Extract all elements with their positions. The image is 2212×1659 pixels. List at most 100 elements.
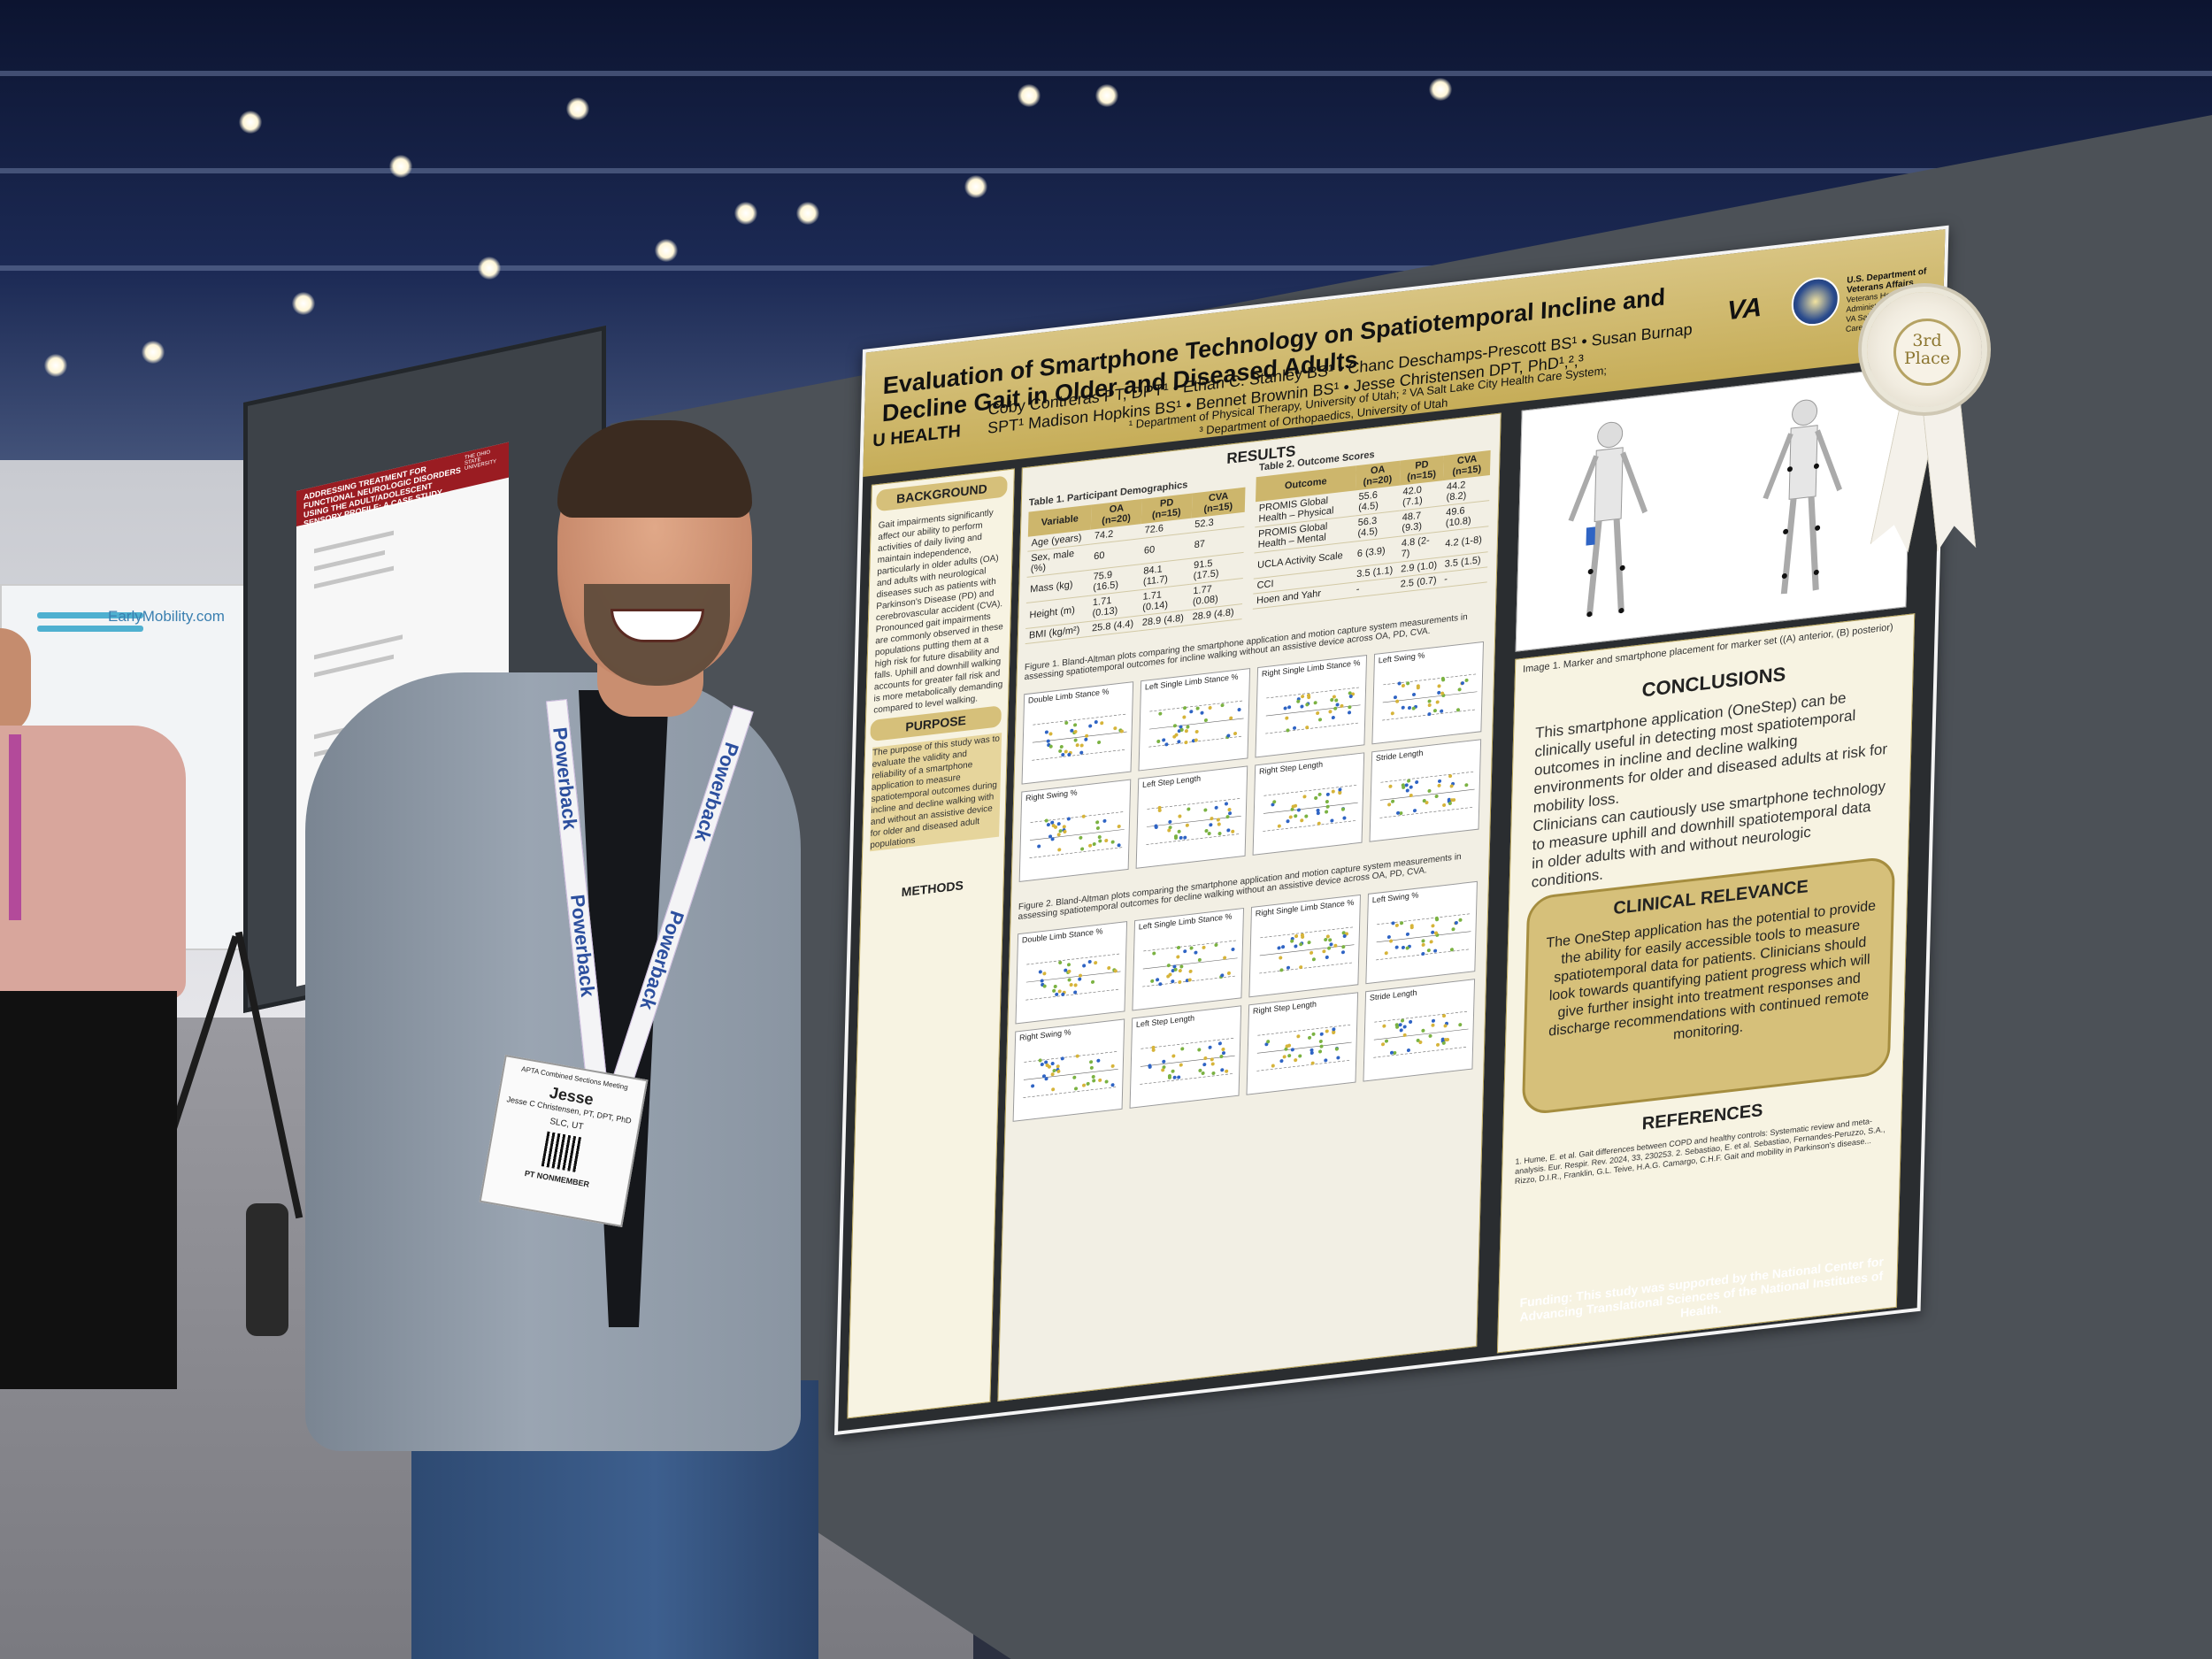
plot-point bbox=[1073, 729, 1078, 734]
plot-point bbox=[1395, 699, 1400, 703]
plot-point bbox=[1176, 945, 1181, 950]
plot-point bbox=[1187, 807, 1191, 811]
plot-point bbox=[1464, 783, 1469, 787]
plot-point bbox=[1409, 1019, 1413, 1024]
plot-point bbox=[1401, 705, 1405, 710]
bland-altman-plot: Left Swing % bbox=[1365, 880, 1478, 985]
plot-point bbox=[1183, 835, 1187, 840]
plot-point bbox=[1231, 947, 1235, 951]
plot-point bbox=[1157, 805, 1162, 810]
plot-point bbox=[1391, 799, 1395, 803]
plot-point bbox=[1442, 1014, 1447, 1018]
plot-point bbox=[1389, 1050, 1394, 1055]
plot-point bbox=[1161, 1068, 1165, 1072]
plot-point bbox=[1282, 1055, 1286, 1059]
plot-point bbox=[1097, 740, 1102, 745]
bland-altman-plot: Right Step Length bbox=[1252, 752, 1365, 856]
left-person-lanyard bbox=[9, 734, 21, 920]
plot-point bbox=[1279, 956, 1283, 960]
plot-point bbox=[1405, 932, 1409, 936]
plot-point bbox=[1073, 723, 1078, 727]
plot-point bbox=[1402, 1033, 1407, 1037]
plot-point bbox=[1075, 743, 1079, 748]
plot-point bbox=[1449, 948, 1454, 952]
plot-point bbox=[1449, 784, 1454, 788]
plot-point bbox=[1332, 1030, 1336, 1035]
plot-point bbox=[1044, 818, 1048, 823]
plot-point bbox=[1266, 1040, 1271, 1044]
plot-point bbox=[1156, 739, 1161, 743]
plot-point bbox=[1415, 780, 1419, 785]
plot-point bbox=[1330, 818, 1334, 823]
plot-point bbox=[1271, 1064, 1275, 1068]
plot-point bbox=[1332, 695, 1336, 699]
plot-point bbox=[1219, 1055, 1224, 1059]
plot-point bbox=[1172, 1075, 1177, 1079]
plot-point bbox=[1156, 978, 1160, 982]
plot-point bbox=[1186, 725, 1190, 729]
ceiling-light bbox=[964, 175, 987, 198]
plot-point bbox=[1301, 695, 1305, 699]
plot-point bbox=[1226, 828, 1231, 833]
plot-point bbox=[1094, 720, 1098, 725]
plot-point bbox=[1184, 741, 1188, 745]
plot-point bbox=[1073, 983, 1078, 987]
plot-point bbox=[1401, 683, 1405, 688]
plot-point bbox=[1325, 804, 1330, 809]
plot-point bbox=[1064, 749, 1068, 754]
plot-area bbox=[1029, 811, 1125, 858]
plot-point bbox=[1092, 1079, 1096, 1083]
plot-point bbox=[1096, 1058, 1101, 1063]
plot-point bbox=[1183, 949, 1187, 954]
purpose-text: The purpose of this study was to evaluat… bbox=[870, 733, 1002, 852]
plot-point bbox=[1325, 800, 1329, 804]
plot-point bbox=[1204, 828, 1209, 833]
plot-point bbox=[1095, 826, 1100, 830]
plot-point bbox=[1162, 1065, 1166, 1070]
water-bottle bbox=[246, 1203, 288, 1336]
plot-point bbox=[1194, 738, 1198, 742]
plot-point bbox=[1400, 1018, 1405, 1023]
plot-area bbox=[1146, 797, 1242, 845]
plot-point bbox=[1225, 815, 1230, 819]
plot-point bbox=[1066, 817, 1071, 821]
ceiling-light bbox=[655, 239, 678, 262]
bland-altman-plot: Right Single Limb Stance % bbox=[1255, 654, 1368, 758]
plot-point bbox=[1166, 974, 1171, 979]
ribbon-place: Place bbox=[1903, 349, 1951, 368]
plot-point bbox=[1104, 838, 1109, 843]
plot-point bbox=[1220, 973, 1225, 978]
plot-point bbox=[1210, 817, 1214, 821]
figure2-plots: Double Limb Stance % Left Single Limb Sta… bbox=[1012, 880, 1478, 1122]
plot-point bbox=[1290, 1048, 1294, 1052]
plot-point bbox=[1448, 801, 1452, 805]
plot-point bbox=[1044, 1060, 1048, 1064]
bland-altman-plot: Left Step Length bbox=[1129, 1005, 1242, 1109]
bland-altman-plot: Right Swing % bbox=[1012, 1018, 1125, 1122]
plot-point bbox=[1110, 840, 1115, 844]
plot-point bbox=[1233, 732, 1238, 736]
plot-point bbox=[1189, 946, 1194, 950]
plot-point bbox=[1437, 684, 1441, 688]
plot-point bbox=[1040, 1062, 1044, 1067]
plot-point bbox=[1056, 1069, 1061, 1073]
plot-point bbox=[1324, 1058, 1328, 1063]
ceiling-light bbox=[566, 97, 589, 120]
plot-point bbox=[1050, 820, 1055, 825]
bland-altman-plot: Left Step Length bbox=[1135, 765, 1248, 869]
plot-point bbox=[1305, 726, 1310, 730]
plot-point bbox=[1185, 823, 1189, 827]
plot-point bbox=[1296, 808, 1301, 812]
plot-point bbox=[1308, 1035, 1312, 1040]
plot-point bbox=[1299, 942, 1303, 947]
plot-point bbox=[1202, 945, 1206, 949]
plot-point bbox=[1038, 1058, 1042, 1063]
plot-point bbox=[1062, 825, 1066, 829]
plot-point bbox=[1117, 824, 1121, 829]
plot-point bbox=[1197, 1048, 1202, 1052]
plot-point bbox=[1046, 739, 1050, 743]
figure1-plots: Double Limb Stance % Left Single Limb Sta… bbox=[1018, 641, 1485, 883]
plot-point bbox=[1313, 701, 1317, 705]
ceiling-light bbox=[796, 202, 819, 225]
plot-point bbox=[1164, 742, 1169, 747]
